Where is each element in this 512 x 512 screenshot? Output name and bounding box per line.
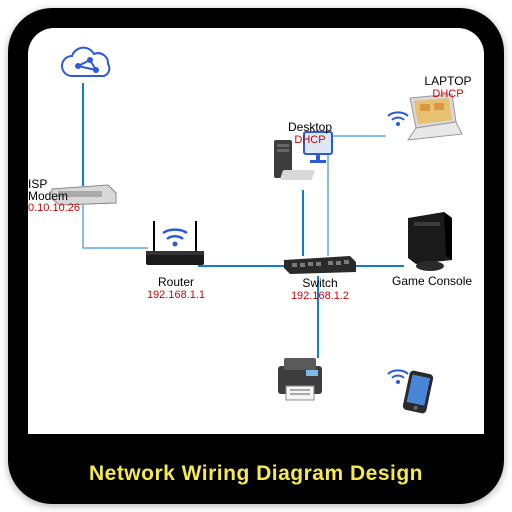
switch-ip: 192.168.1.2	[290, 290, 350, 302]
laptop-name: LAPTOP	[418, 74, 478, 88]
switch-icon	[280, 254, 360, 276]
switch-name: Switch	[290, 276, 350, 290]
router-ip: 192.168.1.1	[146, 289, 206, 301]
phone-icon	[386, 358, 436, 414]
desktop-name: Desktop	[280, 120, 340, 134]
modem-name: ISP Modem	[28, 178, 80, 202]
cloud-icon	[56, 46, 114, 86]
outer-frame: ISP Modem 0.10.10.26 Router 192.168.1.1	[8, 8, 504, 504]
laptop-label: LAPTOP DHCP	[418, 74, 478, 100]
desktop-dhcp: DHCP	[280, 134, 340, 146]
console-label: Game Console	[392, 274, 472, 288]
console-icon	[400, 208, 460, 272]
router-label: Router 192.168.1.1	[146, 275, 206, 301]
modem-label: ISP Modem 0.10.10.26	[28, 178, 80, 214]
router-name: Router	[146, 275, 206, 289]
router-icon	[140, 213, 210, 273]
diagram-title: Network Wiring Diagram Design	[8, 462, 504, 486]
diagram-canvas: ISP Modem 0.10.10.26 Router 192.168.1.1	[28, 28, 484, 434]
modem-ip: 0.10.10.26	[28, 202, 80, 214]
laptop-dhcp: DHCP	[418, 88, 478, 100]
console-name: Game Console	[392, 274, 472, 288]
printer-icon	[272, 356, 328, 404]
switch-label: Switch 192.168.1.2	[290, 276, 350, 302]
desktop-label: Desktop DHCP	[280, 120, 340, 146]
